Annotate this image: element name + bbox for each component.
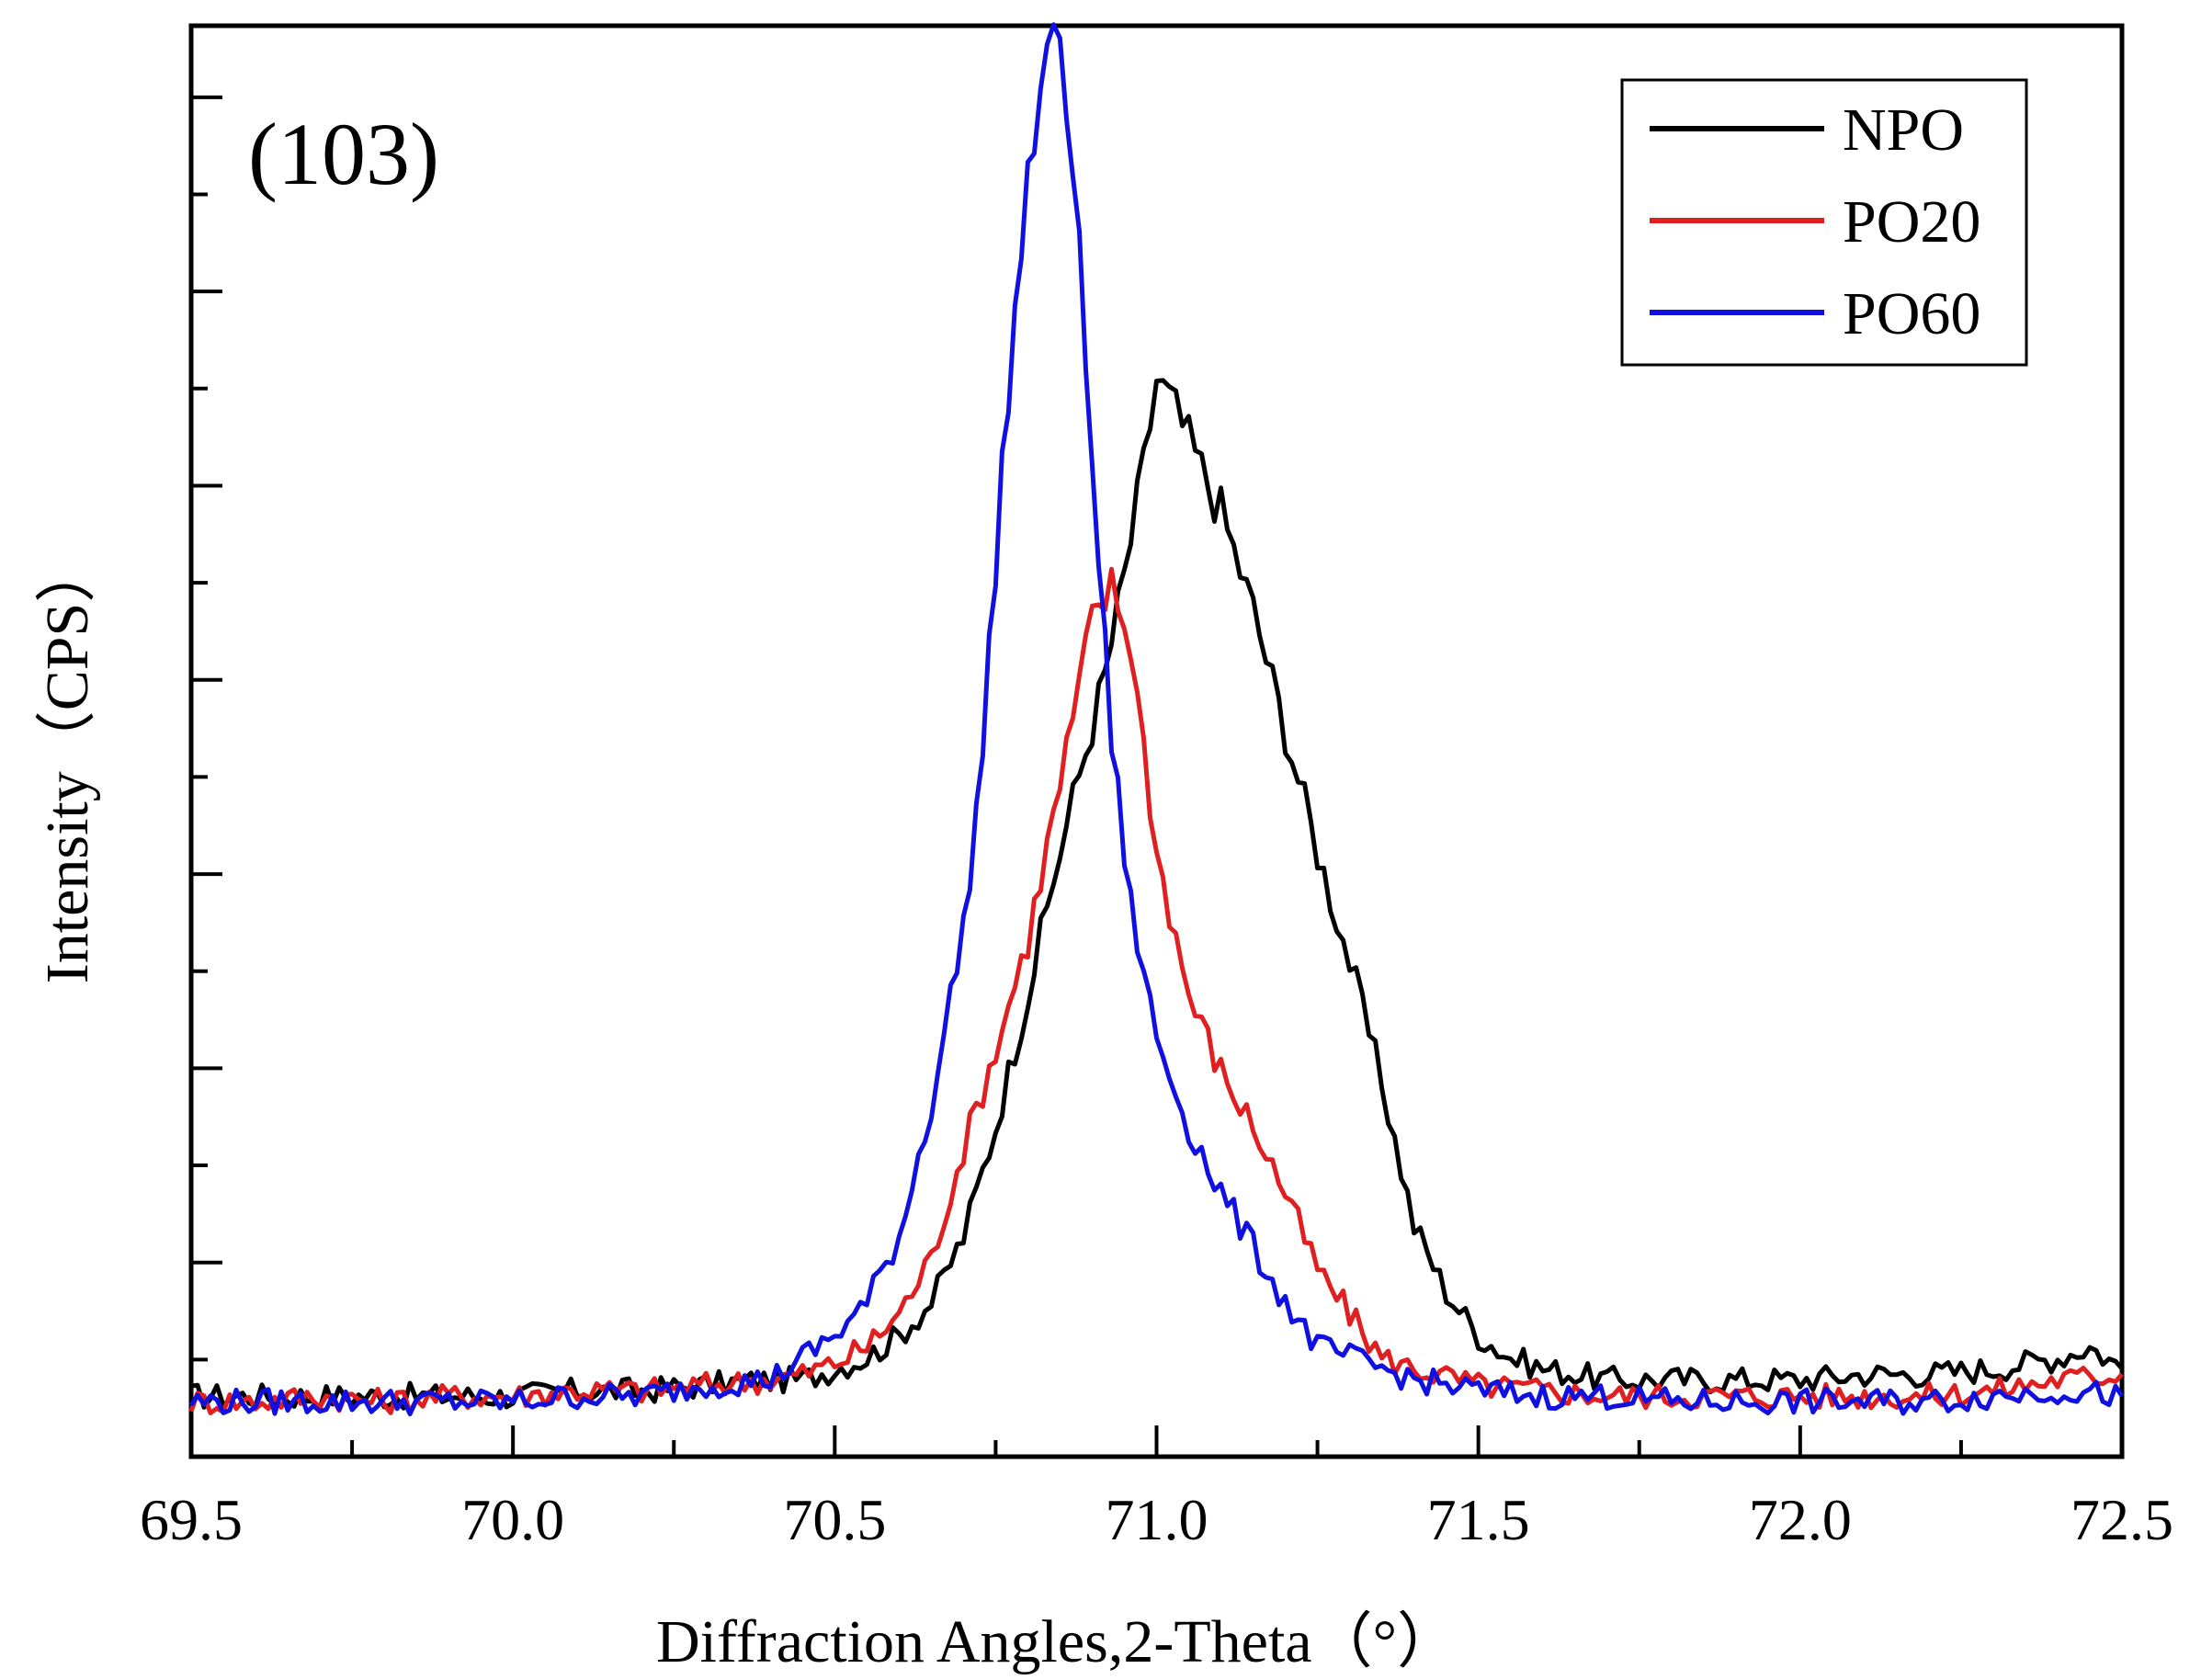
peak-annotation: (103) <box>248 105 439 203</box>
x-tick-label: 71.0 <box>1106 1487 1208 1552</box>
legend-label-npo: NPO <box>1843 96 1964 164</box>
x-tick-label: 72.0 <box>1749 1487 1852 1552</box>
x-axis-ticks: 69.5 70.0 70.5 71.0 71.5 72.0 72.5 <box>140 1425 2173 1552</box>
series-line-po60 <box>188 22 2125 1417</box>
legend-label-po60: PO60 <box>1843 280 1980 347</box>
y-axis-ticks <box>191 95 222 1362</box>
y-axis-title: Intensity（CPS） <box>34 542 101 983</box>
legend: NPO PO20 PO60 <box>1620 78 2028 367</box>
series-layer <box>188 22 2125 1417</box>
x-tick-label: 70.0 <box>461 1487 564 1552</box>
x-tick-label: 70.5 <box>783 1487 886 1552</box>
x-tick-label: 69.5 <box>140 1487 243 1552</box>
x-axis-title: Diffraction Angles,2-Theta（°） <box>656 1608 1458 1675</box>
legend-label-po20: PO20 <box>1843 188 1980 255</box>
x-tick-label: 71.5 <box>1427 1487 1530 1552</box>
x-tick-label: 72.5 <box>2071 1487 2173 1552</box>
